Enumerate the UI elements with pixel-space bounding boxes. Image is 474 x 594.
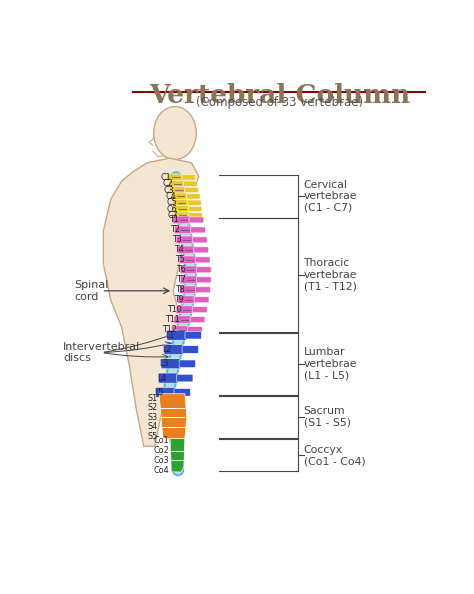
- FancyBboxPatch shape: [176, 236, 194, 244]
- Text: S2: S2: [147, 403, 157, 412]
- FancyBboxPatch shape: [194, 297, 209, 303]
- Text: S3: S3: [147, 413, 157, 422]
- Polygon shape: [170, 438, 185, 472]
- Text: L2: L2: [163, 345, 172, 354]
- Text: Intervertebral
discs: Intervertebral discs: [63, 342, 140, 364]
- FancyBboxPatch shape: [173, 212, 190, 219]
- FancyBboxPatch shape: [171, 193, 188, 200]
- FancyBboxPatch shape: [188, 206, 202, 211]
- FancyBboxPatch shape: [196, 277, 211, 283]
- FancyBboxPatch shape: [186, 194, 200, 199]
- Text: Cervical
vertebrae
(C1 - C7): Cervical vertebrae (C1 - C7): [303, 180, 357, 213]
- FancyBboxPatch shape: [190, 317, 205, 323]
- FancyBboxPatch shape: [174, 388, 191, 396]
- Text: Spinal
cord: Spinal cord: [74, 280, 109, 302]
- FancyBboxPatch shape: [182, 175, 196, 180]
- Text: Co4: Co4: [154, 466, 169, 475]
- Text: T4: T4: [173, 245, 183, 254]
- FancyBboxPatch shape: [180, 266, 198, 274]
- FancyBboxPatch shape: [185, 331, 201, 339]
- Text: (Composed of 33 vertebrae): (Composed of 33 vertebrae): [196, 96, 363, 109]
- Text: Vertebral Column: Vertebral Column: [149, 83, 410, 108]
- Text: C7: C7: [167, 211, 178, 220]
- FancyBboxPatch shape: [192, 307, 207, 312]
- FancyBboxPatch shape: [188, 327, 202, 333]
- FancyBboxPatch shape: [195, 257, 210, 263]
- FancyBboxPatch shape: [176, 306, 194, 314]
- Text: S5: S5: [147, 432, 157, 441]
- Text: T5: T5: [175, 255, 185, 264]
- Text: Coccyx
(Co1 - Co4): Coccyx (Co1 - Co4): [303, 445, 365, 466]
- Circle shape: [154, 106, 196, 160]
- FancyBboxPatch shape: [196, 287, 210, 293]
- Text: T11: T11: [165, 315, 180, 324]
- Text: S1: S1: [147, 394, 157, 403]
- FancyBboxPatch shape: [161, 359, 181, 369]
- Text: Lumbar
vertebrae
(L1 - L5): Lumbar vertebrae (L1 - L5): [303, 347, 357, 380]
- FancyBboxPatch shape: [173, 216, 191, 224]
- Text: T9: T9: [174, 295, 184, 304]
- Text: T2: T2: [170, 225, 180, 235]
- Text: T12: T12: [162, 325, 177, 334]
- FancyBboxPatch shape: [176, 374, 193, 382]
- Text: T10: T10: [167, 305, 182, 314]
- FancyBboxPatch shape: [180, 276, 198, 284]
- Text: S4: S4: [147, 422, 157, 431]
- Text: T6: T6: [176, 266, 186, 274]
- FancyBboxPatch shape: [191, 227, 205, 233]
- Text: C6: C6: [167, 204, 178, 213]
- Text: Thoracic
vertebrae
(T1 - T12): Thoracic vertebrae (T1 - T12): [303, 258, 357, 292]
- FancyBboxPatch shape: [192, 237, 207, 243]
- FancyBboxPatch shape: [187, 200, 201, 206]
- FancyBboxPatch shape: [196, 267, 211, 273]
- Text: Co1: Co1: [154, 437, 169, 446]
- FancyBboxPatch shape: [174, 226, 192, 234]
- Text: C3: C3: [164, 185, 174, 195]
- FancyBboxPatch shape: [168, 181, 185, 187]
- FancyBboxPatch shape: [173, 206, 190, 213]
- Text: C1: C1: [161, 173, 171, 182]
- FancyBboxPatch shape: [179, 256, 197, 264]
- Text: L1: L1: [165, 331, 175, 340]
- FancyBboxPatch shape: [156, 387, 175, 397]
- Text: T1: T1: [169, 216, 179, 225]
- FancyBboxPatch shape: [183, 181, 197, 187]
- FancyBboxPatch shape: [182, 346, 199, 353]
- FancyBboxPatch shape: [170, 187, 186, 194]
- Text: L5: L5: [155, 388, 164, 397]
- Text: L3: L3: [160, 359, 169, 368]
- Text: T8: T8: [175, 285, 185, 294]
- FancyBboxPatch shape: [189, 217, 204, 223]
- Text: C2: C2: [162, 179, 173, 188]
- Text: T3: T3: [172, 235, 182, 244]
- FancyBboxPatch shape: [167, 330, 186, 340]
- FancyBboxPatch shape: [167, 174, 183, 181]
- Text: L4: L4: [157, 374, 166, 383]
- FancyBboxPatch shape: [178, 246, 195, 254]
- Text: C5: C5: [166, 198, 177, 207]
- Text: Co2: Co2: [153, 446, 169, 455]
- FancyBboxPatch shape: [185, 187, 199, 192]
- FancyBboxPatch shape: [178, 296, 196, 304]
- FancyBboxPatch shape: [189, 213, 202, 218]
- FancyBboxPatch shape: [194, 247, 209, 253]
- Polygon shape: [103, 158, 199, 446]
- Text: C4: C4: [165, 192, 176, 201]
- FancyBboxPatch shape: [171, 326, 189, 334]
- FancyBboxPatch shape: [173, 199, 189, 206]
- Text: Sacrum
(S1 - S5): Sacrum (S1 - S5): [303, 406, 351, 428]
- FancyBboxPatch shape: [179, 360, 195, 368]
- FancyBboxPatch shape: [164, 345, 183, 355]
- FancyBboxPatch shape: [174, 316, 191, 324]
- Polygon shape: [159, 394, 187, 438]
- Text: T7: T7: [176, 275, 186, 285]
- FancyBboxPatch shape: [179, 286, 197, 293]
- FancyBboxPatch shape: [158, 373, 178, 383]
- Text: Co3: Co3: [154, 456, 169, 465]
